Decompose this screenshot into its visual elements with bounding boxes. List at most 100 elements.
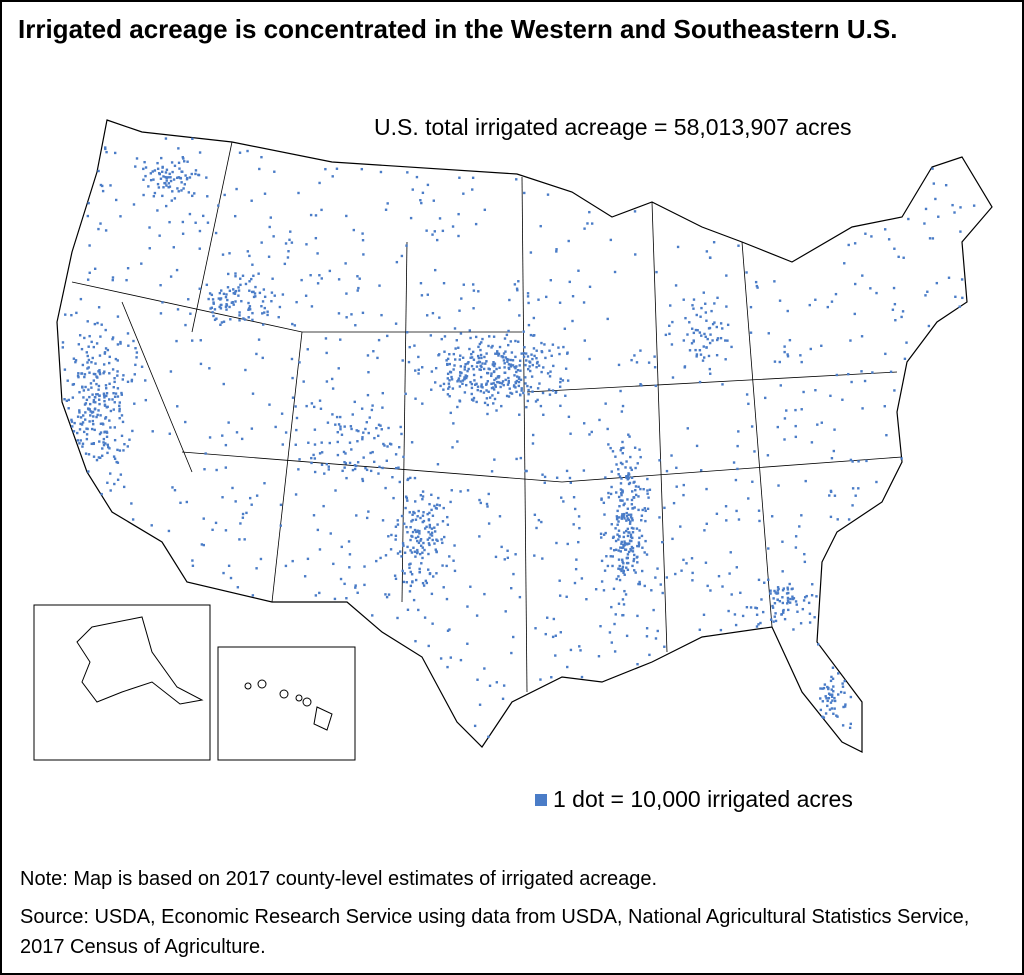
irrigation-dot [442, 388, 445, 391]
irrigation-dot [653, 366, 657, 369]
irrigation-dot [400, 254, 404, 258]
irrigation-dot [646, 489, 649, 492]
irrigation-dot [514, 386, 517, 389]
irrigation-dot [170, 161, 174, 164]
irrigation-dot [507, 329, 510, 333]
alaska-inset-frame [33, 604, 211, 761]
irrigation-dot [865, 459, 868, 463]
irrigation-dot [365, 516, 369, 520]
irrigation-dot [932, 182, 936, 185]
irrigation-dot [789, 597, 792, 601]
irrigation-dot [353, 400, 356, 404]
irrigation-dot [871, 371, 874, 374]
irrigation-dot [527, 323, 531, 327]
irrigation-dot [631, 519, 634, 522]
irrigation-dot [864, 232, 867, 235]
irrigation-dot [421, 497, 424, 501]
irrigation-dot [248, 280, 251, 283]
irrigation-dot [93, 428, 96, 432]
irrigation-dot [120, 434, 124, 438]
irrigation-dot [362, 253, 365, 256]
irrigation-dot [126, 332, 130, 335]
irrigation-dot [631, 531, 635, 534]
irrigation-dot [824, 712, 828, 715]
irrigation-dot [176, 187, 179, 190]
irrigation-dot [511, 364, 515, 367]
irrigation-dot [348, 441, 352, 444]
irrigation-dot [578, 645, 581, 648]
irrigation-dot [96, 413, 99, 417]
irrigation-dot [185, 500, 189, 504]
irrigation-dot [169, 179, 173, 183]
irrigation-dot [523, 191, 526, 195]
irrigation-dot [625, 561, 629, 565]
irrigation-dot [783, 345, 786, 348]
irrigation-dot [519, 394, 522, 397]
irrigation-dot [808, 612, 812, 615]
irrigation-dot [773, 602, 777, 605]
irrigation-dot [234, 289, 238, 293]
irrigation-dot [420, 562, 423, 565]
irrigation-dot [232, 303, 235, 306]
irrigation-dot [827, 696, 831, 700]
irrigation-dot [396, 552, 400, 555]
irrigation-dot [647, 496, 650, 499]
irrigation-dot [527, 388, 530, 392]
irrigation-dot [318, 452, 322, 455]
irrigation-dot [394, 525, 398, 528]
irrigation-dot [168, 220, 171, 224]
irrigation-dot [518, 595, 522, 599]
irrigation-dot [452, 352, 456, 356]
irrigation-dot [95, 415, 98, 419]
irrigation-dot [370, 408, 374, 412]
irrigation-dot [197, 173, 201, 177]
irrigation-dot [452, 422, 455, 425]
irrigation-dot [564, 367, 568, 370]
irrigation-dot [617, 529, 621, 532]
irrigation-dot [356, 440, 359, 443]
irrigation-dot [80, 347, 84, 351]
irrigation-dot [691, 571, 694, 575]
irrigation-dot [614, 613, 617, 616]
irrigation-dot [636, 561, 639, 564]
irrigation-dot [99, 183, 103, 187]
irrigation-dot [208, 367, 211, 370]
irrigation-dot [692, 307, 695, 310]
irrigation-dot [699, 315, 702, 318]
irrigation-dot [313, 443, 317, 446]
irrigation-dot [507, 343, 510, 347]
irrigation-dot [64, 313, 67, 316]
irrigation-dot [834, 292, 838, 296]
irrigation-dot [324, 337, 328, 340]
irrigation-dot [335, 415, 339, 419]
irrigation-dot [495, 367, 498, 371]
irrigation-dot [572, 523, 575, 526]
irrigation-dot [70, 418, 73, 422]
irrigation-dot [294, 405, 297, 408]
irrigation-dot [320, 441, 323, 444]
irrigation-dot [502, 352, 506, 355]
irrigation-dot [626, 568, 630, 571]
irrigation-dot [490, 372, 493, 375]
irrigation-dot [514, 355, 517, 359]
irrigation-dot [466, 642, 469, 645]
irrigation-dot [161, 301, 164, 304]
irrigation-dot [97, 227, 100, 231]
irrigation-dot [427, 542, 431, 545]
irrigation-dot [620, 491, 623, 495]
irrigation-dot [459, 332, 463, 335]
irrigation-dot [729, 551, 732, 554]
irrigation-dot [87, 388, 90, 391]
irrigation-dot [91, 356, 94, 360]
irrigation-dot [80, 372, 84, 375]
irrigation-dot [247, 316, 250, 319]
irrigation-dot [95, 342, 99, 345]
irrigation-dot [453, 569, 457, 573]
irrigation-dot [130, 379, 133, 383]
irrigation-dot [630, 545, 634, 549]
irrigation-dot [615, 577, 618, 581]
irrigation-dot [92, 442, 95, 446]
irrigation-dot [836, 715, 839, 718]
irrigation-dot [626, 527, 629, 531]
irrigation-dot [493, 397, 497, 401]
